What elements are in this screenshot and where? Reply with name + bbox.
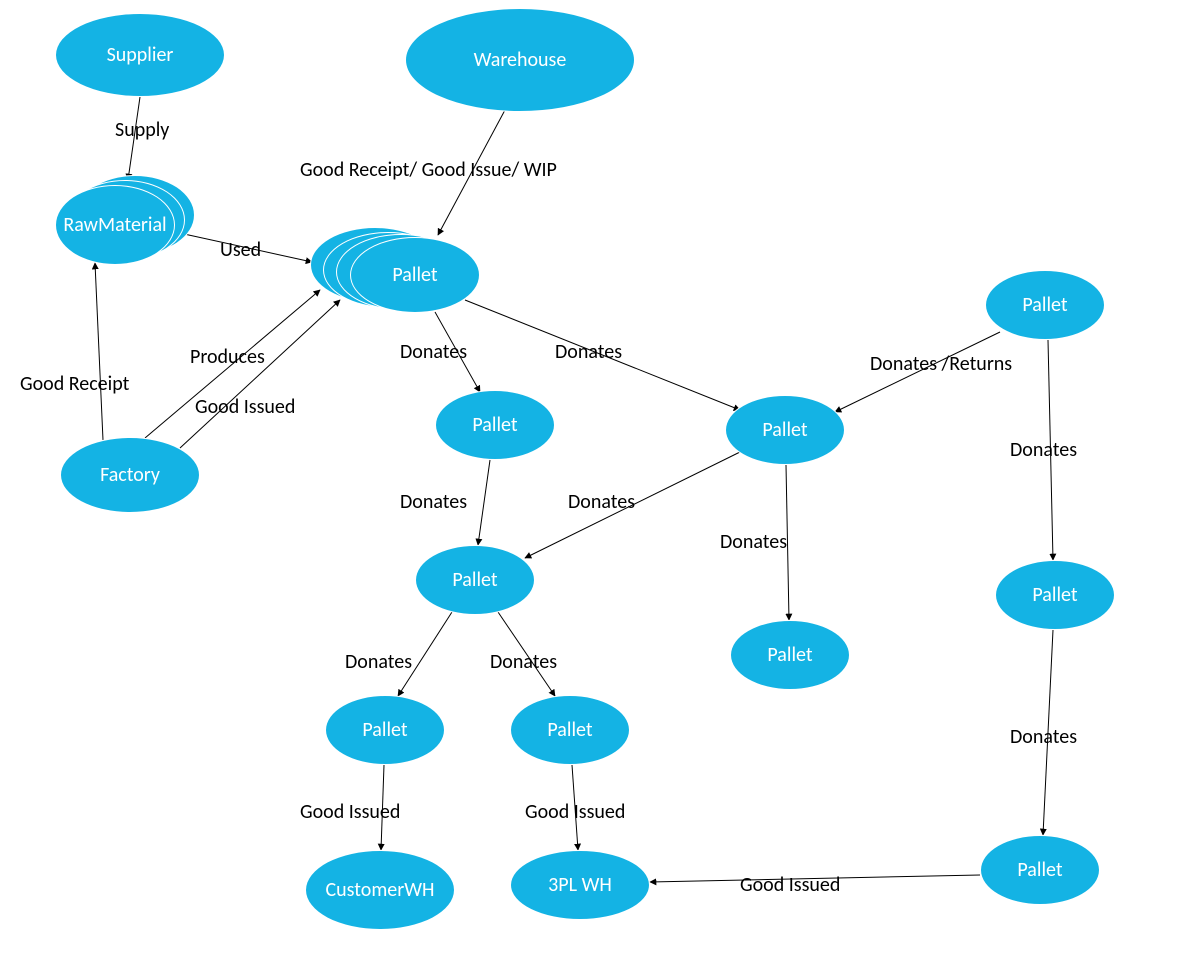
node-supplier: Supplier bbox=[55, 13, 225, 97]
edge-label-palletC-palletD: Donates bbox=[568, 490, 635, 514]
node-label: Warehouse bbox=[474, 49, 567, 72]
edge-factory-raw1 bbox=[95, 263, 103, 440]
node-palletE: Pallet bbox=[730, 620, 850, 690]
edge-label-warehouse-palletA1: Good Receipt/ Good Issue/ WIP bbox=[300, 158, 557, 182]
node-label: Factory bbox=[100, 464, 160, 487]
edge-label-palletD-palletG: Donates bbox=[490, 650, 557, 674]
edge-label-palletC-palletE: Donates bbox=[720, 530, 787, 554]
edge-label-palletRMid-palletRBot: Donates bbox=[1010, 725, 1077, 749]
node-label: Supplier bbox=[107, 44, 174, 67]
node-3plwh: 3PL WH bbox=[510, 850, 650, 920]
node-label: Customer bbox=[326, 879, 405, 902]
edge-label-palletF-custwh: Good Issued bbox=[300, 800, 400, 824]
node-palletRBot: Pallet bbox=[980, 835, 1100, 905]
node-palletA1: Pallet bbox=[350, 237, 480, 313]
edge-palletB-palletD bbox=[478, 460, 490, 545]
edge-label-palletD-palletF: Donates bbox=[345, 650, 412, 674]
edge-label-factory-palletA4: Produces bbox=[190, 345, 265, 369]
node-palletRTop: Pallet bbox=[985, 270, 1105, 340]
edge-label-palletRTop-palletRMid: Donates bbox=[1010, 438, 1077, 462]
edge-label-palletB-palletD: Donates bbox=[400, 490, 467, 514]
node-palletG: Pallet bbox=[510, 695, 630, 765]
edge-label-supplier-raw1: Supply bbox=[115, 118, 169, 142]
node-label: Pallet bbox=[1017, 859, 1062, 882]
node-label: WH bbox=[404, 879, 434, 902]
edge-label-palletRTop-palletC: Donates /Returns bbox=[870, 352, 1012, 376]
node-label: Material bbox=[98, 214, 167, 237]
edge-label-factory-raw1: Good Receipt bbox=[20, 372, 129, 396]
node-palletRMid: Pallet bbox=[995, 560, 1115, 630]
node-label: Pallet bbox=[362, 719, 407, 742]
edge-label-palletG-3plwh: Good Issued bbox=[525, 800, 625, 824]
node-label: Pallet bbox=[392, 264, 437, 287]
edge-label-palletA1-palletC: Donates bbox=[555, 340, 622, 364]
node-palletC: Pallet bbox=[725, 395, 845, 465]
node-palletF: Pallet bbox=[325, 695, 445, 765]
edge-factory-palletA4 bbox=[180, 300, 340, 448]
node-palletD: Pallet bbox=[415, 545, 535, 615]
node-factory: Factory bbox=[60, 437, 200, 513]
node-label: Pallet bbox=[472, 414, 517, 437]
edge-label-palletA1-palletB: Donates bbox=[400, 340, 467, 364]
node-warehouse: Warehouse bbox=[405, 8, 635, 112]
node-custwh: CustomerWH bbox=[305, 850, 455, 930]
node-label: 3PL WH bbox=[548, 874, 612, 897]
node-label: Pallet bbox=[452, 569, 497, 592]
node-label: Pallet bbox=[1022, 294, 1067, 317]
node-palletB: Pallet bbox=[435, 390, 555, 460]
node-label: Pallet bbox=[767, 644, 812, 667]
edge-label-raw1-palletA4: Used bbox=[220, 238, 261, 262]
node-label: Pallet bbox=[1032, 584, 1077, 607]
node-label: Raw bbox=[63, 214, 98, 237]
node-raw1: RawMaterial bbox=[55, 185, 175, 265]
edge-label-factory-palletA4: Good Issued bbox=[195, 395, 295, 419]
node-label: Pallet bbox=[762, 419, 807, 442]
edge-label-palletRBot-3plwh: Good Issued bbox=[740, 873, 840, 897]
node-label: Pallet bbox=[547, 719, 592, 742]
